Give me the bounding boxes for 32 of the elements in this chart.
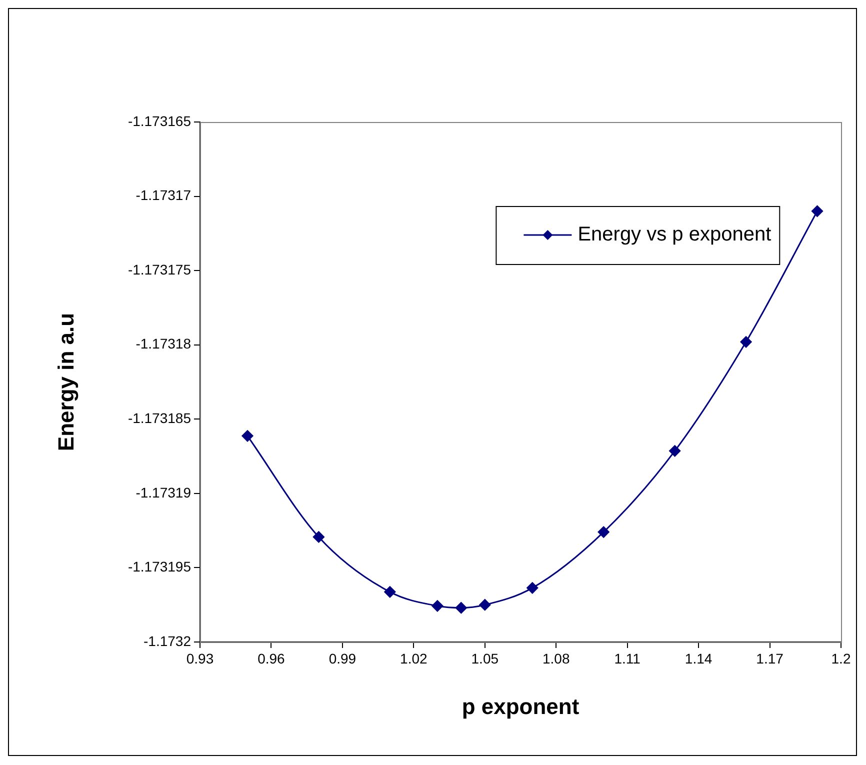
point <box>812 205 824 217</box>
y-tick-label: -1.173185 <box>128 410 192 426</box>
x-tick-label: 1.2 <box>831 650 851 666</box>
y-tick-label: -1.173165 <box>128 112 192 129</box>
x-tick-label: 1.05 <box>471 650 499 666</box>
x-tick-label: 0.93 <box>186 650 214 666</box>
y-tick-label: -1.17319 <box>136 484 192 500</box>
point <box>455 602 467 614</box>
x-tick-label: 1.17 <box>756 650 784 666</box>
point <box>312 531 324 543</box>
point <box>432 600 444 612</box>
x-tick-label: 0.96 <box>258 650 286 666</box>
y-tick-label: -1.1732 <box>144 632 192 649</box>
x-tick-label: 1.02 <box>400 650 428 666</box>
point <box>740 336 752 348</box>
x-tick-label: 1.08 <box>542 650 570 666</box>
point <box>242 430 254 442</box>
x-axis-title: p exponent <box>462 694 580 719</box>
point <box>384 586 396 598</box>
point <box>479 599 491 611</box>
point <box>669 445 681 457</box>
x-tick-label: 1.11 <box>614 650 641 666</box>
y-tick-label: -1.173195 <box>128 558 192 575</box>
point <box>526 582 538 594</box>
y-tick-label: -1.17318 <box>136 336 192 352</box>
x-tick-label: 0.99 <box>328 650 356 666</box>
y-tick-label: -1.173175 <box>128 261 192 278</box>
point <box>598 526 610 538</box>
legend-label: Energy vs p exponent <box>578 224 772 246</box>
y-tick-label: -1.17317 <box>136 187 192 204</box>
x-tick-label: 1.14 <box>684 650 712 666</box>
y-axis-title: Energy in a.u <box>53 312 78 452</box>
